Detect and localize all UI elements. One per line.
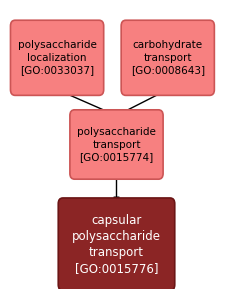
Text: capsular
polysaccharide
transport
[GO:0015776]: capsular polysaccharide transport [GO:00… — [72, 214, 161, 275]
FancyBboxPatch shape — [70, 110, 163, 179]
FancyBboxPatch shape — [58, 198, 175, 289]
Text: polysaccharide
transport
[GO:0015774]: polysaccharide transport [GO:0015774] — [77, 127, 156, 162]
Text: carbohydrate
transport
[GO:0008643]: carbohydrate transport [GO:0008643] — [131, 40, 205, 75]
FancyBboxPatch shape — [10, 20, 104, 95]
FancyBboxPatch shape — [121, 20, 214, 95]
Text: polysaccharide
localization
[GO:0033037]: polysaccharide localization [GO:0033037] — [18, 40, 96, 75]
